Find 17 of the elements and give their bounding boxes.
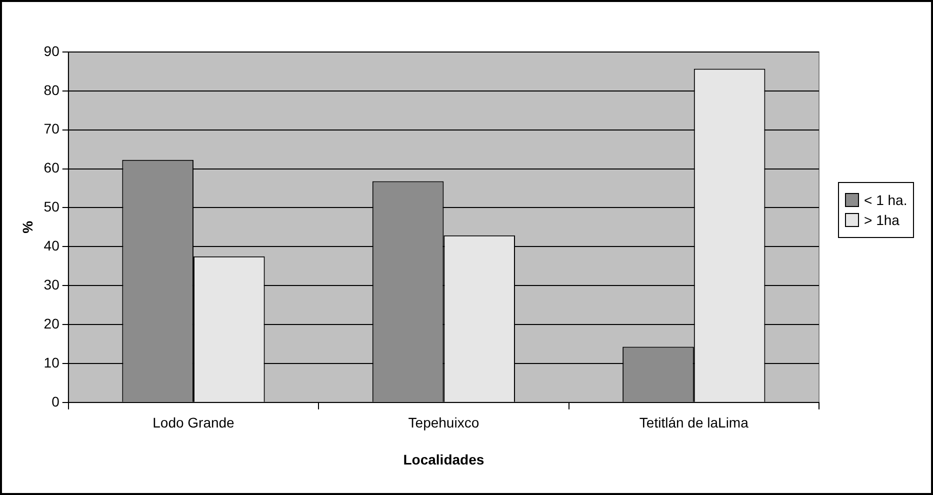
y-tick-label: 30 [44, 276, 60, 292]
legend-label: < 1 ha. [864, 192, 908, 208]
y-tick-label: 20 [44, 315, 60, 332]
y-axis-title: % [19, 220, 36, 234]
legend-label: > 1ha [864, 212, 900, 228]
y-tick-label: 0 [52, 393, 60, 410]
y-tick-label: 80 [44, 82, 60, 98]
y-tick-label: 50 [44, 198, 60, 215]
x-tick-label: Tetitlán de laLima [639, 414, 749, 431]
y-tick-label: 90 [44, 42, 60, 59]
y-tick-label: 60 [44, 160, 60, 176]
x-tick-label: Tepehuixco [408, 414, 480, 431]
y-tick-label: 40 [44, 238, 60, 254]
x-axis-title: Localidades [403, 451, 484, 468]
y-tick-label: 70 [44, 120, 60, 137]
y-tick-label: 10 [44, 354, 60, 370]
x-tick-label: Lodo Grande [152, 414, 235, 431]
